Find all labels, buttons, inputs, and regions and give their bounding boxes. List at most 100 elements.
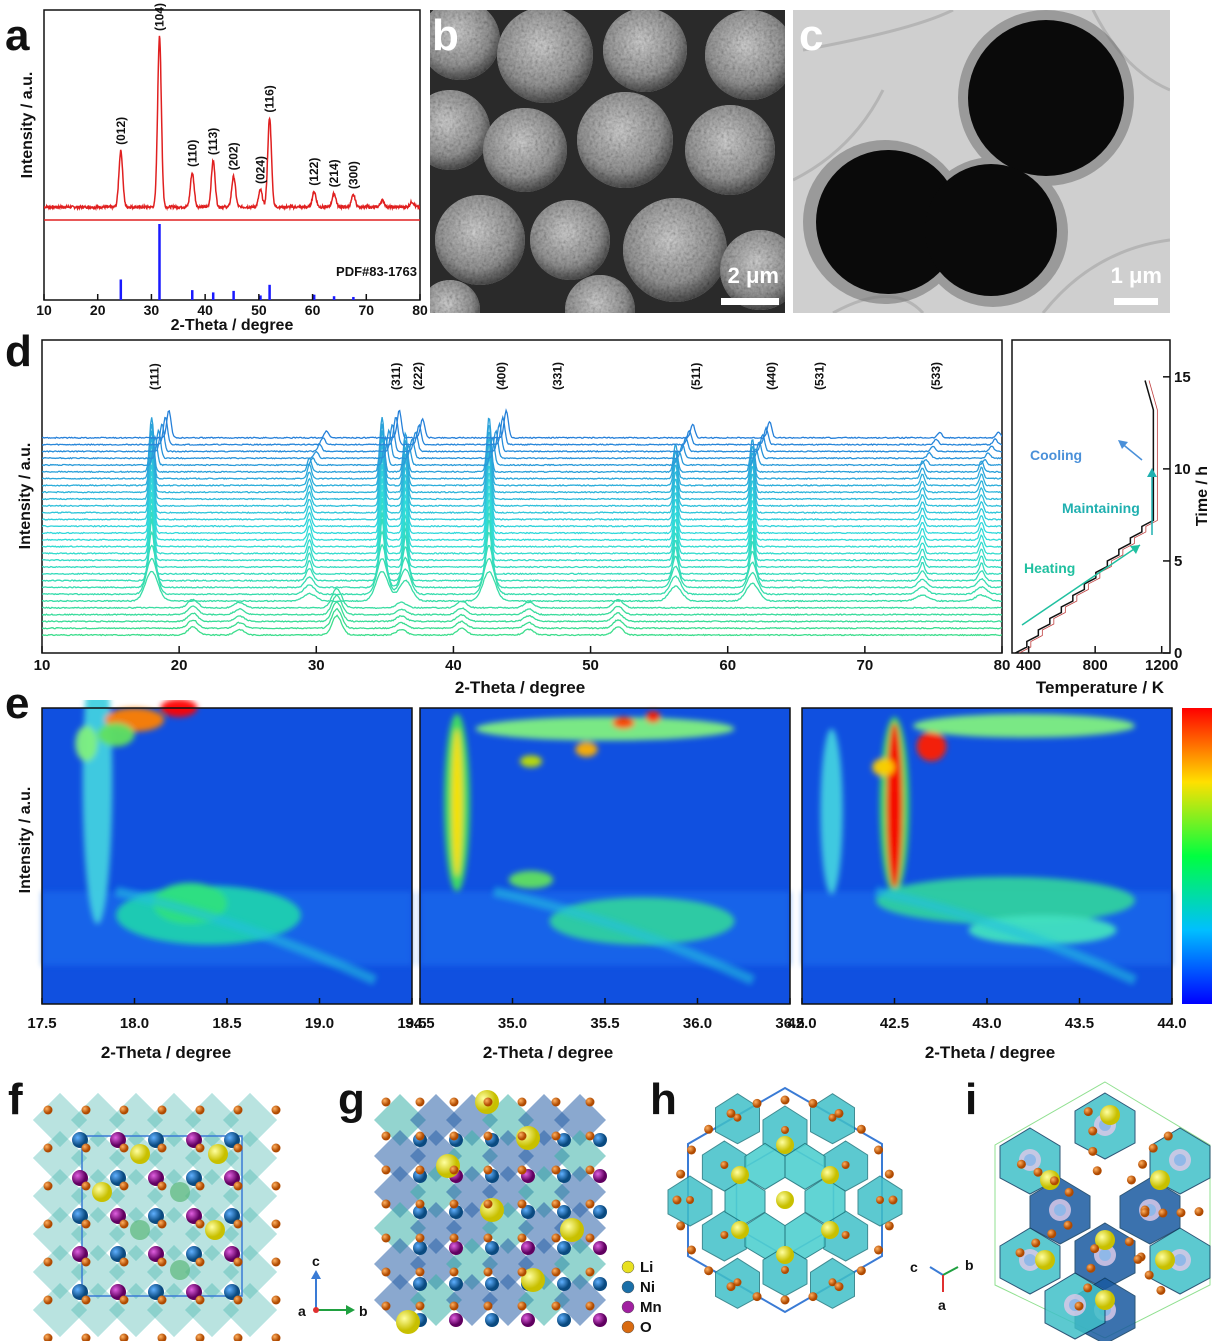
xrd-scan <box>42 434 1002 467</box>
peak-label: (331) <box>551 362 565 390</box>
peak-label: (511) <box>689 363 703 390</box>
x-tick-label: 19.0 <box>305 1015 334 1032</box>
xrd-scan <box>42 470 1002 528</box>
peak-label: (311) <box>389 363 403 390</box>
peak-label: (202) <box>227 142 241 170</box>
xrd-scan <box>42 557 1002 596</box>
x-tick-label: 10 <box>36 302 52 318</box>
heating-label: Heating <box>1024 560 1075 576</box>
x-tick-label: 43.5 <box>1065 1015 1094 1032</box>
peak-label: (214) <box>327 159 341 187</box>
x-tick-label: 36.5 <box>775 1015 804 1032</box>
colorbar <box>1182 708 1212 1004</box>
temp-tick-label: 400 <box>1016 657 1041 674</box>
axis-triad-h: c b a <box>910 1257 974 1313</box>
x-axis-label-a: 2-Theta / degree <box>171 317 294 334</box>
structure-f <box>32 1092 281 1341</box>
peak-labels-d: (111) (311) (222) (400) (331) (511) (440) (531)… <box>147 362 943 390</box>
legend-label: Mn <box>640 1299 662 1316</box>
xrd-scan <box>42 587 1002 610</box>
temperature-profile <box>1014 380 1158 654</box>
legend-label: Ni <box>640 1279 655 1296</box>
scale-bar-b <box>721 298 779 305</box>
y-axis-label-e: Intensity / a.u. <box>17 787 34 894</box>
x-ticks-d: 10 20 30 40 50 60 70 80 <box>34 646 1010 674</box>
xrd-scan <box>42 414 1002 446</box>
heatmap-panels: 17.5 18.0 18.5 19.0 19.534.5 35.0 35.5 36.0 36.5… <box>27 700 1187 1032</box>
panel-label-g: g <box>338 1075 365 1124</box>
x-tick-label: 80 <box>412 302 428 318</box>
panel-label-c: c <box>799 11 824 60</box>
xrd-scan <box>42 477 1002 535</box>
time-tick-label: 15 <box>1174 369 1191 386</box>
xrd-scan <box>42 484 1002 542</box>
time-tick-label: 10 <box>1174 461 1191 478</box>
x-tick-label: 30 <box>144 302 160 318</box>
xrd-scan <box>42 421 1002 453</box>
x-tick-label: 17.5 <box>27 1015 56 1032</box>
heatmap-panel: 17.5 18.0 18.5 19.0 19.5 <box>27 700 427 1032</box>
svg-text:a: a <box>938 1297 946 1313</box>
x-tick-label: 35.0 <box>498 1015 527 1032</box>
tem-particles <box>793 10 1170 313</box>
xrd-scan <box>42 594 1002 616</box>
legend-swatch <box>621 1320 635 1334</box>
xrd-scan <box>42 423 1002 480</box>
peak-label: (113) <box>206 128 220 155</box>
peak-label: (024) <box>253 156 267 184</box>
xrd-scan <box>42 498 1002 555</box>
peak-label: (012) <box>114 117 128 145</box>
heatmap-chart-e: 17.5 18.0 18.5 19.0 19.534.5 35.0 35.5 36.0 36.5… <box>17 700 1212 1062</box>
xrd-scan <box>42 416 1002 474</box>
time-tick-label: 5 <box>1174 553 1182 570</box>
x-tick-label: 70 <box>358 302 374 318</box>
svg-text:c: c <box>312 1253 320 1269</box>
peak-label: (122) <box>307 158 321 186</box>
x-ticks-a: 10 20 30 40 50 60 70 80 <box>36 294 428 318</box>
xrd-scan <box>42 436 1002 494</box>
x-axis-label-temp: Temperature / K <box>1036 678 1165 697</box>
peak-label: (400) <box>494 362 508 390</box>
cooling-label: Cooling <box>1030 447 1082 463</box>
x-tick-label: 42.0 <box>787 1015 816 1032</box>
x-tick-label: 40 <box>445 657 462 674</box>
peak-label: (110) <box>185 140 199 167</box>
x-tick-label: 30 <box>308 657 325 674</box>
structure-g <box>374 1090 607 1334</box>
x-tick-label: 35.5 <box>590 1015 619 1032</box>
peak-label: (111) <box>147 363 161 390</box>
xrd-scan <box>42 464 1002 521</box>
x-tick-label: 36.0 <box>683 1015 712 1032</box>
scale-bar-label-c: 1 μm <box>1110 263 1162 288</box>
peak-labels-a: (012) (104) (110) (113) (202) (024) (116) (122)… <box>114 3 361 189</box>
x-tick-label: 34.5 <box>405 1015 434 1032</box>
x-tick-label: 42.5 <box>880 1015 909 1032</box>
xrd-scan <box>42 443 1002 501</box>
peak-label: (533) <box>929 362 943 390</box>
x-tick-label: 50 <box>582 657 599 674</box>
x-tick-label: 19.5 <box>397 1015 426 1032</box>
temp-tick-label: 1200 <box>1145 657 1178 674</box>
heatmap-panel: 42.0 42.5 43.0 43.5 44.0 <box>787 707 1187 1032</box>
panel-label-e: e <box>5 679 30 728</box>
xrd-chart-a: (012) (104) (110) (113) (202) (024) (116) (122)… <box>19 3 428 334</box>
legend-swatch <box>621 1260 635 1274</box>
panel-label-i: i <box>965 1075 978 1124</box>
xrd-scan <box>42 511 1002 569</box>
peak-label: (116) <box>263 85 277 112</box>
x-tick-label: 70 <box>857 657 874 674</box>
peak-label: (300) <box>346 161 360 189</box>
legend-label: Li <box>640 1259 653 1276</box>
waterfall-scans <box>42 408 1002 637</box>
sem-image: b 2 μm <box>430 10 785 313</box>
legend-swatch <box>621 1300 635 1314</box>
peak-label: (531) <box>813 362 827 390</box>
measured-pattern <box>44 35 420 212</box>
y-axis-label-d: Intensity / a.u. <box>17 443 34 550</box>
xrd-scan <box>42 570 1002 603</box>
xrd-scan <box>42 428 1002 460</box>
x-tick-label: 43.0 <box>972 1015 1001 1032</box>
x-tick-label: 50 <box>251 302 267 318</box>
x-axis-label-d: 2-Theta / degree <box>455 678 585 697</box>
